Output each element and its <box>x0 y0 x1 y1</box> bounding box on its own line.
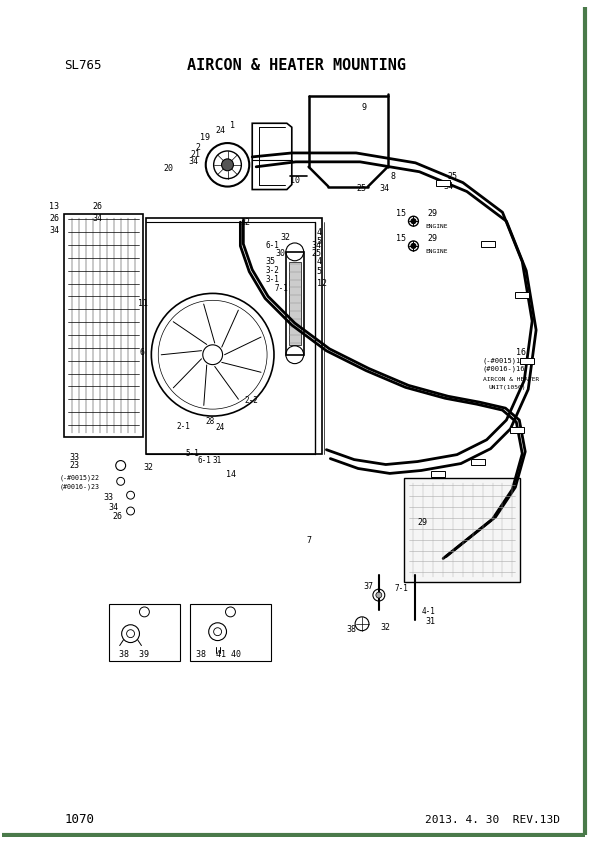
Text: 16: 16 <box>516 349 527 357</box>
Bar <box>515 292 529 298</box>
Text: ENGINE: ENGINE <box>425 224 448 229</box>
Text: 34: 34 <box>312 242 321 250</box>
Text: 10: 10 <box>290 176 300 185</box>
Text: 4: 4 <box>317 258 321 266</box>
Text: 7-1: 7-1 <box>275 284 289 293</box>
Text: 34: 34 <box>188 157 198 167</box>
Bar <box>146 218 322 454</box>
Text: 20: 20 <box>163 164 173 173</box>
Text: 9: 9 <box>361 103 366 112</box>
Text: 3-2: 3-2 <box>265 266 279 275</box>
Text: 15: 15 <box>396 209 406 218</box>
Text: 25: 25 <box>447 172 457 181</box>
Text: 32: 32 <box>143 463 154 472</box>
Text: 6: 6 <box>139 349 145 357</box>
Text: 31: 31 <box>212 456 222 465</box>
Text: 28: 28 <box>206 418 215 427</box>
Text: 8: 8 <box>391 172 396 181</box>
Text: 32: 32 <box>280 232 290 242</box>
Bar <box>481 241 494 247</box>
Text: 2013. 4. 30  REV.13D: 2013. 4. 30 REV.13D <box>425 814 560 824</box>
Text: 37: 37 <box>363 582 373 591</box>
Text: (#0016-)16: (#0016-)16 <box>483 365 525 372</box>
Bar <box>403 478 520 582</box>
Text: 21: 21 <box>191 151 201 159</box>
Bar <box>64 214 143 437</box>
Text: (-#0015)17: (-#0015)17 <box>483 357 525 364</box>
Text: 25: 25 <box>356 184 366 193</box>
Text: 24: 24 <box>215 424 225 433</box>
Text: 29: 29 <box>418 519 427 527</box>
Text: 11: 11 <box>139 299 149 308</box>
Text: 3-1: 3-1 <box>265 275 279 284</box>
Text: 30: 30 <box>275 249 285 258</box>
Text: 1070: 1070 <box>64 813 94 826</box>
Text: 15: 15 <box>396 233 406 242</box>
Text: 34: 34 <box>380 184 390 193</box>
Text: 31: 31 <box>425 617 436 626</box>
Text: 34: 34 <box>443 182 453 191</box>
Text: 29: 29 <box>427 233 437 242</box>
Text: 23: 23 <box>69 461 79 470</box>
Text: 34: 34 <box>92 214 102 223</box>
Text: SL765: SL765 <box>64 60 102 72</box>
Text: 32: 32 <box>381 623 391 632</box>
Text: 5: 5 <box>317 267 321 276</box>
Text: 38  39: 38 39 <box>118 650 149 659</box>
Text: UNIT(1050): UNIT(1050) <box>488 385 526 390</box>
Text: 2-2: 2-2 <box>245 396 258 405</box>
Text: 2-1: 2-1 <box>176 423 190 431</box>
Text: 7: 7 <box>306 536 312 545</box>
Text: 14: 14 <box>226 470 236 479</box>
Bar <box>471 459 485 465</box>
Text: AIRCON & HEATER: AIRCON & HEATER <box>483 377 539 382</box>
Bar <box>109 604 180 661</box>
Text: 4-1: 4-1 <box>421 607 436 616</box>
Text: 7-1: 7-1 <box>394 584 409 593</box>
Text: 33: 33 <box>69 453 79 462</box>
Bar <box>511 427 524 433</box>
Text: 34: 34 <box>109 503 119 512</box>
Circle shape <box>376 592 382 598</box>
Text: 5: 5 <box>317 237 321 247</box>
Text: 6-1: 6-1 <box>265 242 279 250</box>
Text: 38  41 40: 38 41 40 <box>196 650 241 659</box>
Circle shape <box>411 219 416 224</box>
Text: 32: 32 <box>240 218 250 226</box>
Text: 13: 13 <box>49 202 60 210</box>
Bar <box>190 604 271 661</box>
Text: 4: 4 <box>317 227 321 237</box>
Text: 6-1: 6-1 <box>198 456 212 465</box>
Text: (-#0015)22: (-#0015)22 <box>60 474 99 481</box>
Bar <box>436 179 450 185</box>
Text: 33: 33 <box>104 493 114 502</box>
Text: 26: 26 <box>92 202 102 210</box>
Circle shape <box>411 243 416 248</box>
Text: 5-1: 5-1 <box>186 449 200 458</box>
Text: ENGINE: ENGINE <box>425 249 448 254</box>
Text: 24: 24 <box>215 125 226 135</box>
Text: 2: 2 <box>196 143 201 152</box>
Text: 25: 25 <box>312 249 321 258</box>
Bar <box>286 252 303 354</box>
Text: 38: 38 <box>346 626 356 634</box>
Text: 26: 26 <box>49 214 60 223</box>
Bar <box>520 358 534 364</box>
Text: 26: 26 <box>113 513 123 521</box>
Text: 34: 34 <box>49 226 60 235</box>
Text: (#0016-)23: (#0016-)23 <box>60 483 99 489</box>
Circle shape <box>221 159 233 171</box>
Text: AIRCON & HEATER MOUNTING: AIRCON & HEATER MOUNTING <box>187 58 406 73</box>
Text: 12: 12 <box>317 279 327 288</box>
Bar <box>289 262 300 345</box>
Bar <box>431 472 445 477</box>
Text: 1: 1 <box>230 120 236 130</box>
Text: 19: 19 <box>200 133 210 141</box>
Text: 29: 29 <box>427 209 437 218</box>
Text: 35: 35 <box>265 258 275 266</box>
